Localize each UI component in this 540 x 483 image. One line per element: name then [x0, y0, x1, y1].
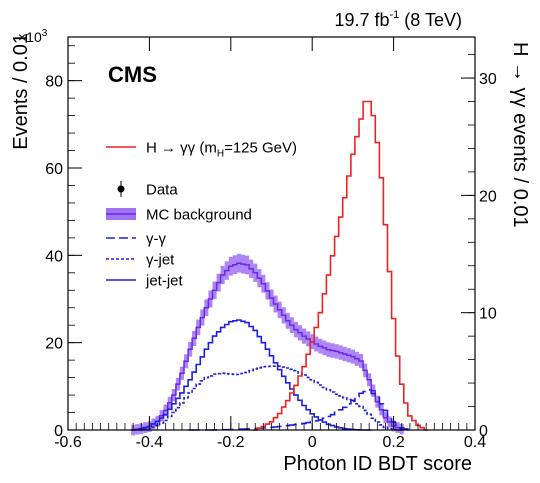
- jet-jet-histogram: [131, 319, 372, 431]
- gamma-gamma-histogram: [188, 389, 412, 431]
- cms-label: CMS: [108, 62, 157, 87]
- legend-item: γ-jet: [106, 252, 175, 269]
- legend-item: H → γγ (mH=125 GeV): [106, 140, 297, 160]
- mc-background-band: [131, 253, 404, 436]
- legend-item: jet-jet: [106, 273, 184, 290]
- legend-label: jet-jet: [145, 273, 184, 290]
- x-tick-label: -0.2: [217, 434, 245, 451]
- x-tick-label: -0.4: [136, 434, 164, 451]
- legend-label: γ-jet: [146, 252, 175, 269]
- x-tick-label: -0.6: [54, 434, 82, 451]
- y-multiplier: ×103: [18, 28, 48, 45]
- x-tick-label: 0.4: [464, 434, 486, 451]
- y-tick-label: 0: [54, 423, 63, 440]
- y-right-tick-label: 30: [479, 71, 497, 88]
- y-tick-label: 20: [45, 336, 63, 353]
- y-right-tick-label: 20: [479, 188, 497, 205]
- mc-background-line: [131, 262, 404, 431]
- series-layer: [131, 100, 429, 436]
- signal-histogram: [253, 100, 429, 431]
- legend-item: Data: [117, 181, 178, 199]
- y-right-tick-label: 0: [479, 423, 488, 440]
- y-right-axis-label: H → γγ events / 0.01: [509, 42, 531, 228]
- legend: H → γγ (mH=125 GeV) Data MC background γ-γ γ…: [106, 140, 297, 290]
- legend-data-marker: [117, 185, 125, 193]
- x-tick-label: 0.2: [382, 434, 404, 451]
- legend-label: H → γγ (mH=125 GeV): [146, 140, 297, 160]
- y-axis-label: Events / 0.01: [10, 33, 32, 150]
- x-axis-label: Photon ID BDT score: [283, 453, 472, 475]
- gamma-jet-histogram: [139, 365, 404, 431]
- legend-label: Data: [146, 182, 178, 199]
- plot-frame-rect: [67, 36, 476, 431]
- lumi-label: 19.7 fb-1 (8 TeV): [334, 9, 462, 30]
- legend-item: MC background: [106, 207, 252, 224]
- y-tick-label: 80: [45, 74, 63, 91]
- legend-item: γ-γ: [106, 231, 166, 248]
- y-tick-label: 60: [45, 161, 63, 178]
- legend-label: γ-γ: [146, 231, 166, 248]
- plot-frame: [67, 36, 476, 431]
- legend-label: MC background: [146, 207, 252, 224]
- x-tick-label: 0: [308, 434, 317, 451]
- y-right-tick-label: 10: [479, 306, 497, 323]
- y-tick-label: 40: [45, 248, 63, 265]
